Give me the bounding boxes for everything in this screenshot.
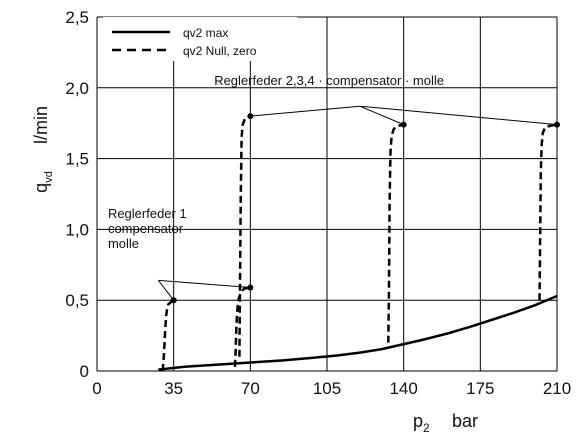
x-axis-label-symbol: p2 — [413, 411, 430, 435]
annotation-2-leader-0 — [250, 105, 360, 117]
x-axis-label-unit: bar — [452, 411, 478, 431]
y-axis-label: qvd l/min — [31, 106, 55, 193]
y-tick-label-0: 0 — [80, 362, 89, 381]
series-line-qv2-null-segment-3 — [387, 123, 404, 343]
annotation-1-line-0: Reglerfeder 1 — [108, 206, 187, 221]
annotation-2-line-0: Reglerfeder 2,3,4 · compensator · molle — [214, 73, 444, 88]
x-tick-label-5: 175 — [466, 379, 494, 398]
y-tick-label-3: 1,5 — [65, 150, 89, 169]
x-tick-label-0: 0 — [92, 379, 101, 398]
annotation-1-line-1: compensator — [108, 221, 184, 236]
x-axis-subscript: 2 — [423, 421, 430, 435]
y-axis-subscript: vd — [43, 171, 55, 183]
series-line-qv2-null-segment-4 — [538, 123, 558, 301]
x-tick-label-2: 70 — [241, 379, 260, 398]
x-tick-label-6: 210 — [543, 379, 571, 398]
annotation-1-leader-0 — [157, 280, 175, 301]
x-tick-label-1: 35 — [164, 379, 183, 398]
y-axis-label-symbol: qvd — [31, 171, 55, 193]
x-tick-label-4: 140 — [389, 379, 417, 398]
annotation-1-line-2: molle — [108, 236, 139, 251]
y-tick-label-4: 2,0 — [65, 79, 89, 98]
y-tick-label-1: 0,5 — [65, 291, 89, 310]
series-line-qv2-null-segment-0 — [161, 299, 175, 372]
series-line-qv2-null-segment-2 — [238, 114, 251, 357]
legend: qv2 max qv2 Null, zero — [103, 17, 297, 61]
legend-box — [103, 17, 297, 61]
series-line-qv2-max — [158, 294, 558, 371]
tick-labels: 0 35 70 105 140 175 210 0 0,5 1,0 1,5 2,0 2,5 — [65, 8, 571, 398]
x-axis-label: p2 bar — [413, 411, 478, 435]
y-tick-label-2: 1,0 — [65, 220, 89, 239]
x-axis-symbol: p — [413, 411, 423, 431]
series-line-qv2-null-segment-1 — [233, 286, 251, 367]
legend-label-series-2: qv2 Null, zero — [183, 44, 257, 58]
legend-label-series-1: qv2 max — [183, 26, 228, 40]
annotation-1-leader-1 — [158, 279, 251, 288]
y-tick-label-5: 2,5 — [65, 8, 89, 27]
annotation-2-leader-2 — [359, 105, 558, 126]
y-axis-symbol: q — [31, 183, 51, 193]
x-tick-label-3: 105 — [313, 379, 341, 398]
series-layer — [158, 113, 560, 372]
grid — [96, 16, 558, 372]
annotation-2-leader-1 — [359, 105, 404, 126]
y-axis-label-unit: l/min — [31, 106, 51, 144]
